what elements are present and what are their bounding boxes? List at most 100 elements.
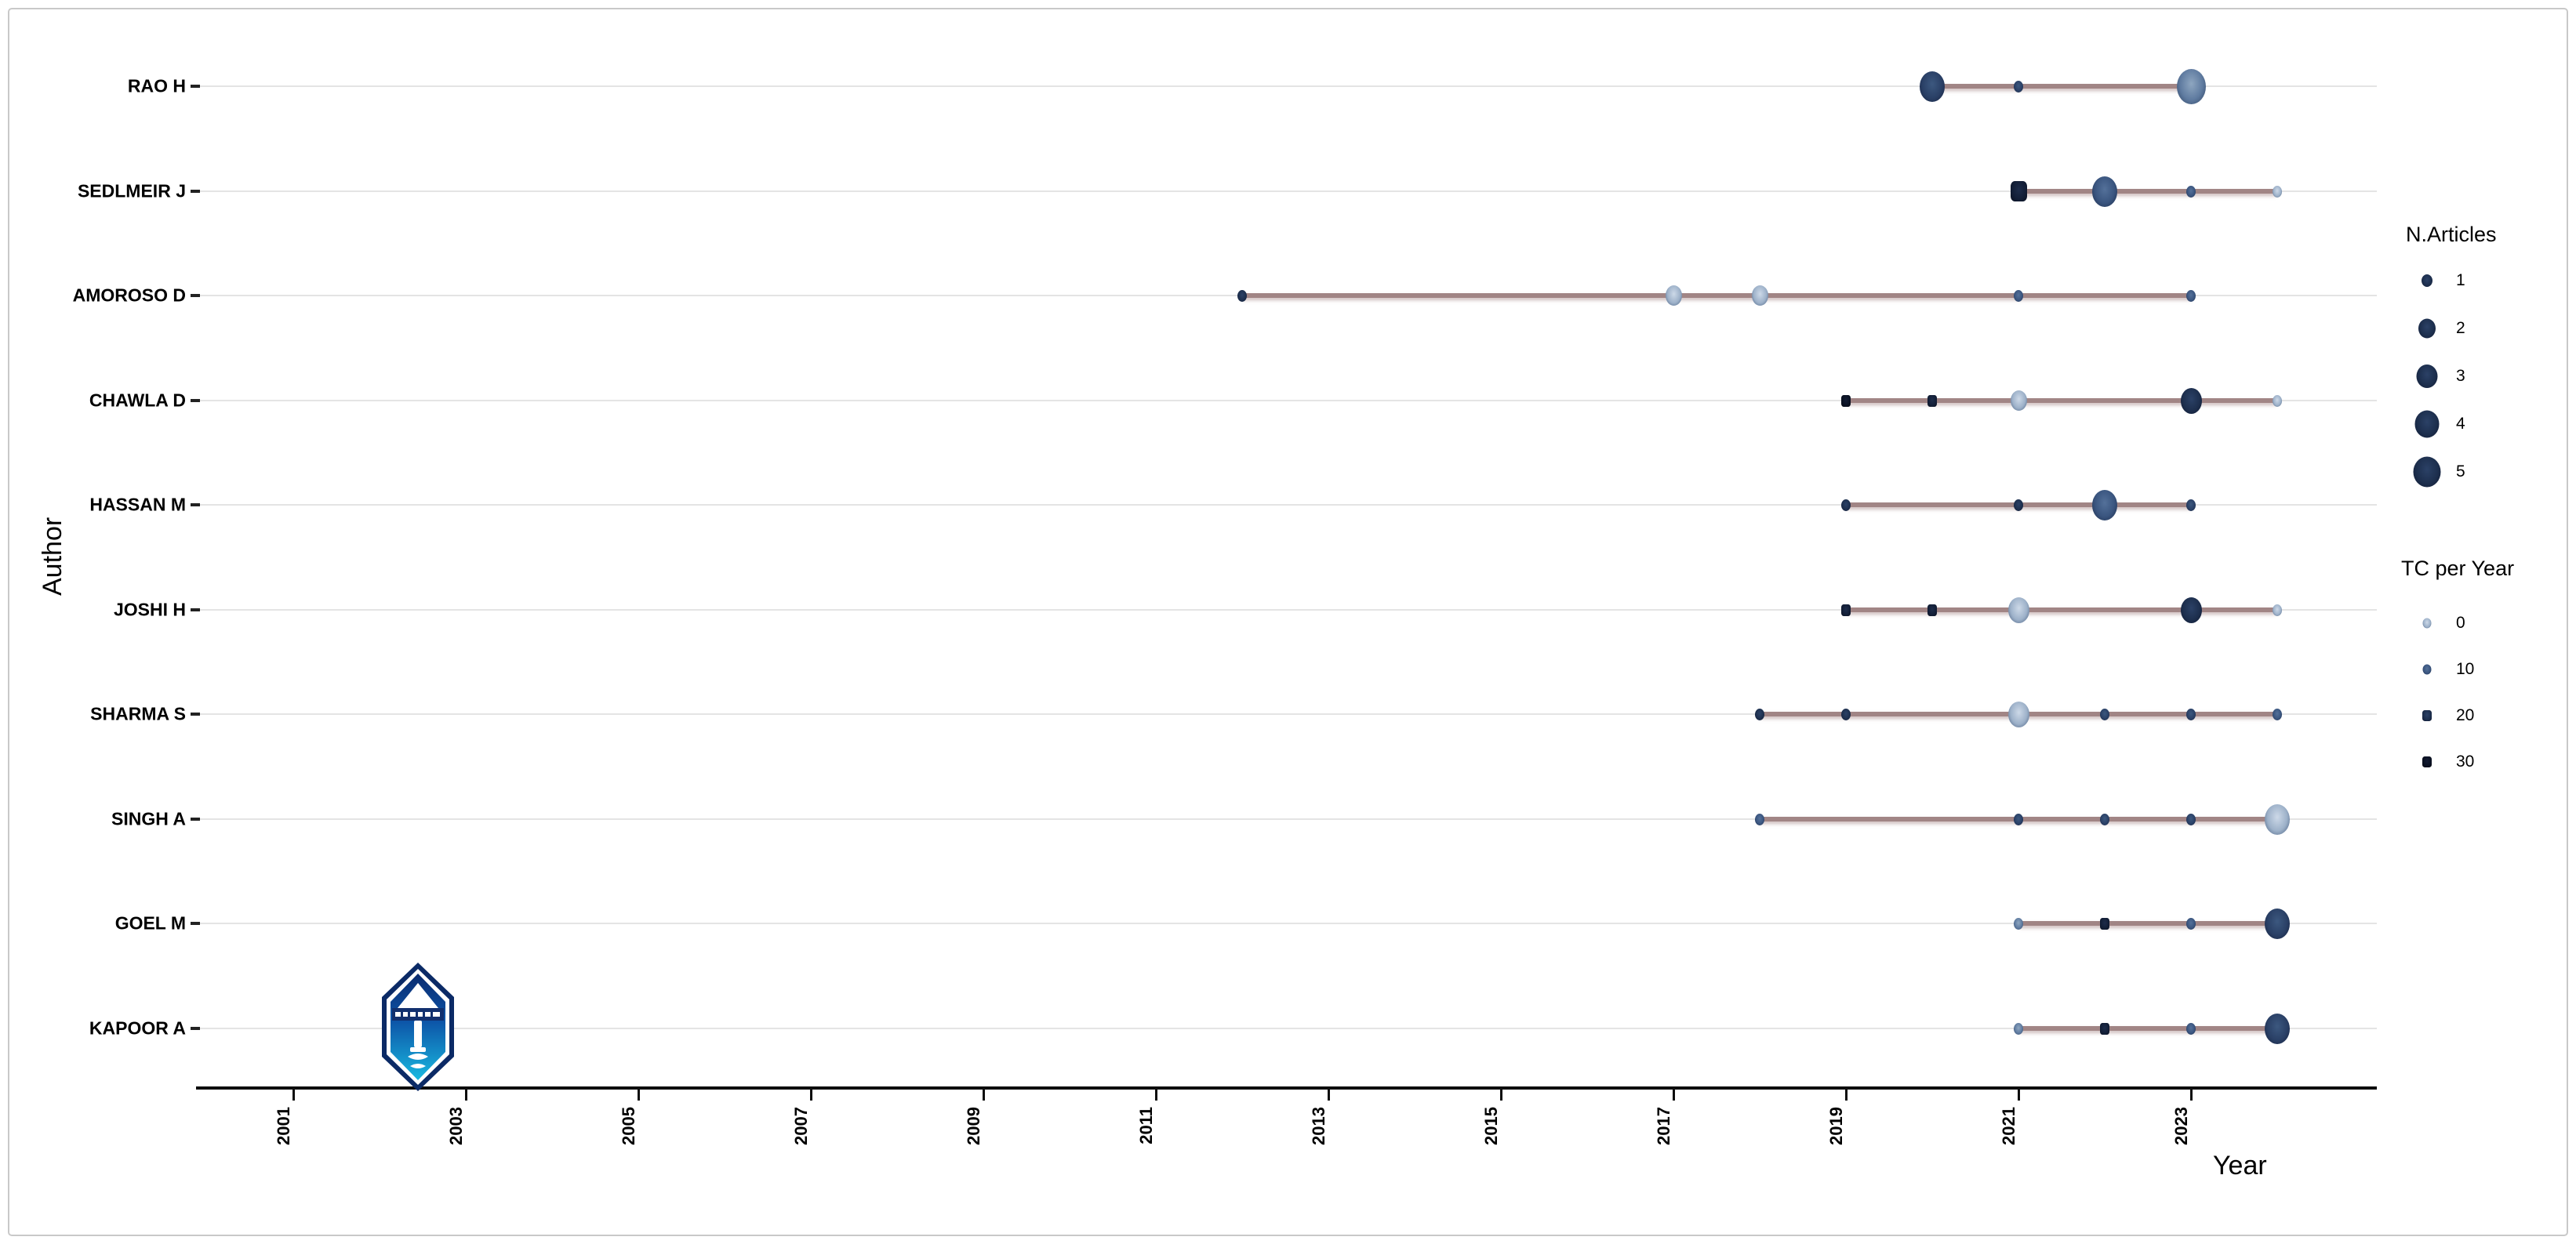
legend-tc-dot bbox=[2422, 664, 2432, 675]
x-axis-tick bbox=[1845, 1090, 1848, 1101]
legend-articles-label: 4 bbox=[2456, 415, 2465, 433]
legend-tc-title: TC per Year bbox=[2401, 557, 2515, 580]
legend-articles-dot bbox=[2414, 410, 2440, 438]
article-bubble bbox=[2273, 604, 2282, 616]
article-bubble bbox=[2176, 68, 2206, 104]
article-bubble bbox=[2100, 917, 2109, 930]
article-bubble bbox=[1237, 289, 1247, 302]
article-bubble bbox=[1751, 285, 1768, 306]
author-label: SHARMA S bbox=[90, 703, 186, 724]
article-bubble bbox=[2273, 708, 2282, 720]
gridline bbox=[196, 713, 2377, 715]
author-axis-tick bbox=[191, 503, 200, 506]
legend-tc-dot bbox=[2422, 710, 2432, 721]
x-axis-tick bbox=[983, 1090, 985, 1101]
article-bubble bbox=[1841, 604, 1851, 616]
article-bubble bbox=[2010, 181, 2027, 201]
article-bubble bbox=[2014, 499, 2023, 511]
article-bubble bbox=[2092, 489, 2117, 520]
hexagon-logo-badge bbox=[382, 963, 454, 1091]
article-bubble bbox=[2186, 813, 2196, 825]
author-label: GOEL M bbox=[114, 912, 186, 934]
gridline bbox=[196, 923, 2377, 924]
legend-articles-dot bbox=[2418, 318, 2436, 339]
author-axis-tick bbox=[191, 1027, 200, 1030]
timeline-segment bbox=[2018, 921, 2277, 926]
legend-tc-dot bbox=[2422, 618, 2432, 629]
x-tick-label: 2011 bbox=[1136, 1107, 1156, 1144]
author-axis-tick bbox=[191, 922, 200, 925]
x-axis-line bbox=[196, 1086, 2377, 1090]
gridline bbox=[196, 609, 2377, 611]
legend-tc-label: 20 bbox=[2456, 706, 2475, 724]
legend-articles-label: 1 bbox=[2456, 271, 2465, 289]
article-bubble bbox=[2180, 387, 2202, 414]
gridline bbox=[196, 400, 2377, 401]
author-label: SINGH A bbox=[111, 808, 186, 829]
article-bubble bbox=[2014, 1022, 2023, 1035]
x-tick-label: 2003 bbox=[446, 1107, 466, 1145]
article-bubble bbox=[2100, 813, 2109, 825]
gridline bbox=[196, 818, 2377, 820]
article-bubble bbox=[1665, 285, 1682, 306]
x-tick-label: 2013 bbox=[1309, 1107, 1328, 1145]
x-axis-tick bbox=[810, 1090, 812, 1101]
legend-articles-dot bbox=[2422, 274, 2432, 287]
x-tick-label: 2001 bbox=[274, 1107, 293, 1145]
article-bubble bbox=[2014, 289, 2023, 302]
article-bubble bbox=[2186, 1022, 2196, 1035]
article-bubble bbox=[2007, 701, 2029, 727]
article-bubble bbox=[2186, 185, 2196, 198]
article-bubble bbox=[2186, 499, 2196, 511]
article-bubble bbox=[1927, 394, 1937, 407]
timeline-segment bbox=[1846, 398, 2277, 403]
legend-articles-label: 2 bbox=[2456, 319, 2465, 337]
x-axis-tick bbox=[2190, 1090, 2193, 1101]
article-bubble bbox=[1755, 813, 1764, 825]
author-axis-tick bbox=[191, 294, 200, 297]
article-bubble bbox=[2100, 1022, 2109, 1035]
timeline-segment bbox=[1846, 607, 2277, 612]
x-tick-label: 2019 bbox=[1826, 1107, 1846, 1145]
x-axis-tick bbox=[1500, 1090, 1502, 1101]
legend-articles-dot bbox=[2416, 364, 2438, 388]
gridline bbox=[196, 1028, 2377, 1029]
x-tick-label: 2005 bbox=[619, 1107, 638, 1145]
legend-tc-label: 0 bbox=[2456, 614, 2465, 632]
x-tick-label: 2015 bbox=[1481, 1107, 1501, 1145]
article-bubble bbox=[2180, 597, 2202, 623]
x-tick-label: 2009 bbox=[964, 1107, 983, 1145]
article-bubble bbox=[2014, 80, 2023, 92]
article-bubble bbox=[1755, 708, 1764, 720]
article-bubble bbox=[1920, 71, 1945, 102]
legend-articles-title: N.Articles bbox=[2406, 223, 2497, 246]
x-axis-tick bbox=[2018, 1090, 2020, 1101]
author-axis-tick bbox=[191, 608, 200, 611]
author-label: HASSAN M bbox=[89, 494, 186, 515]
legend-tc-label: 10 bbox=[2456, 660, 2475, 678]
author-label: AMOROSO D bbox=[72, 285, 186, 306]
article-bubble bbox=[1841, 499, 1851, 511]
author-label: CHAWLA D bbox=[89, 390, 186, 411]
article-bubble bbox=[2265, 1013, 2290, 1044]
x-axis-tick bbox=[292, 1090, 295, 1101]
legend-tc-dot bbox=[2422, 756, 2432, 767]
author-label: SEDLMEIR J bbox=[77, 180, 186, 201]
author-axis-tick bbox=[191, 190, 200, 193]
x-tick-label: 2021 bbox=[1999, 1107, 2018, 1145]
legend-articles-label: 5 bbox=[2456, 462, 2465, 481]
timeline-segment bbox=[2018, 1026, 2277, 1031]
x-tick-label: 2023 bbox=[2171, 1107, 2191, 1145]
gridline bbox=[196, 504, 2377, 506]
x-axis-tick bbox=[465, 1090, 467, 1101]
legend-articles-label: 3 bbox=[2456, 367, 2465, 385]
gridline bbox=[196, 85, 2377, 87]
timeline-segment bbox=[2018, 189, 2277, 194]
x-axis-tick bbox=[1155, 1090, 1157, 1101]
author-axis-tick bbox=[191, 85, 200, 88]
x-axis-title: Year bbox=[2213, 1151, 2267, 1181]
x-tick-label: 2007 bbox=[791, 1107, 811, 1145]
article-bubble bbox=[2014, 813, 2023, 825]
